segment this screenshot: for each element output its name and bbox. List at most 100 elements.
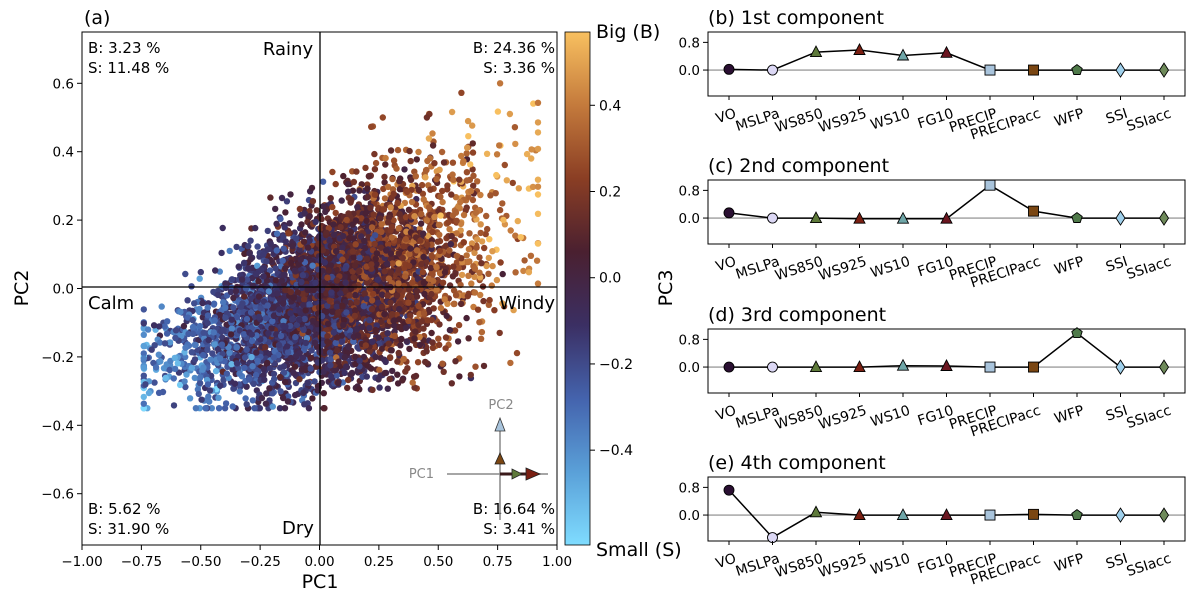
scatter-point	[306, 213, 313, 220]
scatter-point	[186, 395, 194, 402]
scatter-point	[380, 206, 388, 213]
scatter-point	[344, 384, 351, 392]
scatter-point	[273, 247, 280, 254]
scatter-point	[354, 344, 361, 351]
scatter-point	[453, 252, 460, 260]
scatter-point	[493, 151, 501, 158]
scatter-point	[439, 198, 446, 206]
scatter-point	[527, 252, 535, 259]
scatter-point	[466, 230, 473, 237]
scatter-point	[338, 338, 346, 345]
scatter-point	[298, 221, 305, 228]
scatter-point	[381, 369, 388, 377]
scatter-point	[414, 359, 422, 366]
scatter-point	[533, 257, 541, 264]
scatter-point	[384, 330, 391, 337]
scatter-point	[340, 232, 347, 240]
scatter-point	[239, 300, 246, 307]
scatter-point	[534, 183, 542, 190]
scatter-point	[278, 194, 286, 202]
scatter-point	[480, 297, 487, 305]
scatter-point	[378, 228, 385, 236]
scatter-point	[460, 239, 467, 246]
scatter-point	[140, 355, 147, 362]
scatter-point	[276, 306, 283, 313]
scatter-point	[368, 365, 375, 372]
scatter-point	[413, 156, 420, 163]
scatter-point	[425, 204, 433, 211]
scatter-point	[292, 235, 300, 242]
scatter-point	[243, 401, 250, 408]
scatter-point	[430, 305, 437, 312]
scatter-point	[431, 160, 438, 167]
scatter-point	[214, 291, 222, 299]
panel-a-label: (a)	[84, 7, 110, 29]
scatter-point	[346, 292, 353, 299]
scatter-point	[339, 244, 346, 251]
scatter-point	[463, 177, 471, 184]
scatter-point	[196, 275, 203, 282]
scatter-point	[407, 176, 415, 183]
scatter-point	[300, 326, 307, 333]
scatter-point	[400, 355, 407, 363]
scatter-point	[366, 348, 373, 355]
scatter-point	[468, 240, 476, 247]
scatter-point	[406, 345, 413, 353]
scatter-point	[183, 371, 190, 378]
scatter-point	[255, 278, 262, 285]
scatter-point	[334, 347, 341, 354]
scatter-point	[261, 376, 268, 383]
scatter-point	[292, 333, 299, 341]
scatter-point	[517, 234, 524, 241]
scatter-point	[534, 145, 542, 153]
scatter-point	[449, 273, 457, 280]
scatter-point	[358, 181, 365, 188]
scatter-point	[437, 193, 444, 200]
scatter-point	[390, 190, 397, 197]
scatter-point	[288, 259, 295, 267]
scatter-point	[407, 157, 414, 165]
scatter-point	[248, 337, 256, 345]
scatter-point	[435, 221, 443, 229]
scatter-point	[417, 237, 424, 244]
scatter-point	[296, 316, 303, 323]
scatter-point	[329, 308, 336, 315]
scatter-point	[341, 353, 349, 361]
scatter-point	[200, 329, 207, 336]
scatter-point	[342, 279, 349, 286]
scatter-point	[463, 314, 470, 322]
scatter-point	[442, 345, 449, 352]
scatter-point	[172, 327, 180, 334]
scatter-point	[376, 384, 383, 391]
scatter-point	[409, 279, 416, 286]
scatter-point	[292, 391, 299, 399]
scatter-point	[350, 254, 357, 261]
scatter-point	[401, 166, 408, 173]
scatter-point	[393, 165, 400, 172]
scatter-point	[534, 191, 542, 198]
scatter-point	[395, 349, 402, 357]
scatter-point	[220, 326, 227, 333]
scatter-point	[485, 270, 492, 277]
scatter-point	[312, 279, 319, 286]
scatter-point	[381, 268, 388, 275]
scatter-point	[483, 262, 490, 270]
scatter-point	[448, 380, 455, 387]
scatter-point	[352, 291, 359, 299]
scatter-point	[406, 251, 413, 258]
scatter-point	[363, 373, 370, 380]
scatter-point	[454, 338, 462, 345]
scatter-point	[242, 285, 250, 292]
scatter-point	[464, 292, 472, 300]
scatter-point	[395, 280, 402, 287]
scatter-point	[277, 388, 284, 395]
scatter-point	[499, 270, 506, 278]
scatter-point	[349, 248, 356, 255]
scatter-point	[496, 80, 504, 87]
scatter-point	[312, 218, 319, 225]
scatter-point	[484, 225, 491, 233]
scatter-point	[384, 385, 391, 392]
scatter-point	[343, 363, 350, 370]
scatter-point	[326, 349, 334, 356]
